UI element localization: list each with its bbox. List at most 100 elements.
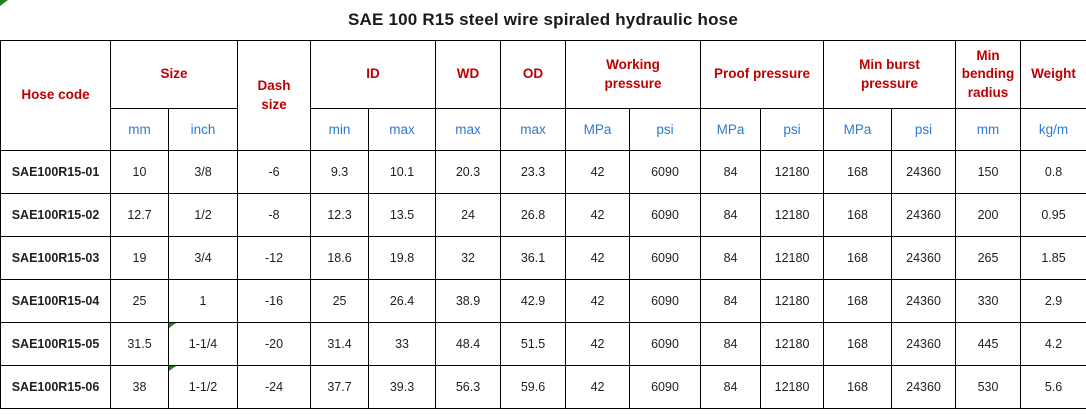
value-cell: 13.5	[368, 193, 437, 237]
page-title: SAE 100 R15 steel wire spiraled hydrauli…	[348, 10, 738, 29]
value-cell: 9.3	[310, 150, 370, 194]
value-text: 1-1/4	[188, 337, 218, 351]
value-cell: 1/2	[167, 193, 239, 237]
value-cell: 3/4	[167, 236, 239, 280]
value-cell: 10.1	[368, 150, 437, 194]
value-cell: 5.6	[1020, 365, 1086, 409]
header-working-pressure: Working pressure	[565, 40, 702, 109]
value-cell: 2.9	[1020, 279, 1086, 323]
value-cell: -16	[237, 279, 312, 323]
value-cell: 0.8	[1020, 150, 1086, 194]
value-cell: 25	[110, 279, 169, 323]
unit-working-mpa: MPa	[565, 108, 631, 151]
header-size: Size	[109, 40, 239, 109]
value-cell: 42	[565, 150, 631, 194]
value-cell: 31.4	[310, 322, 370, 366]
value-text: 1-1/2	[188, 380, 218, 394]
value-cell: 38.9	[435, 279, 502, 323]
value-cell: 168	[823, 193, 893, 237]
value-cell: 12.7	[110, 193, 169, 237]
value-cell: 84	[700, 193, 762, 237]
value-cell: 24	[435, 193, 502, 237]
value-cell: 84	[700, 236, 762, 280]
value-cell: 24360	[891, 236, 957, 280]
value-cell: 4.2	[1020, 322, 1086, 366]
value-cell: 25	[310, 279, 370, 323]
hose-code-cell: SAE100R15-02	[0, 193, 111, 237]
cell-flag-triangle-icon	[169, 366, 176, 371]
value-cell: 168	[823, 365, 893, 409]
header-wd: WD	[435, 40, 502, 109]
group-header-row: Hose code Size Dash size ID WD OD Workin…	[0, 40, 1086, 151]
value-cell: 48.4	[435, 322, 502, 366]
value-cell: -12	[237, 236, 312, 280]
value-cell: 265	[955, 236, 1022, 280]
header-od: OD	[500, 40, 567, 109]
unit-proof-mpa: MPa	[700, 108, 762, 151]
unit-proof-psi: psi	[760, 108, 825, 151]
header-min-bending-radius: Min bending radius	[955, 40, 1022, 109]
value-cell: 32	[435, 236, 502, 280]
hose-code-cell: SAE100R15-05	[0, 322, 111, 366]
unit-burst-psi: psi	[891, 108, 957, 151]
value-cell: 24360	[891, 365, 957, 409]
spec-row: SAE100R15-05 31.5 1-1/4 -20 31.4 33 48.4…	[0, 322, 1086, 366]
green-corner-mark-icon	[0, 0, 8, 6]
value-cell: 12180	[760, 236, 825, 280]
value-cell: 42	[565, 193, 631, 237]
value-cell: 150	[955, 150, 1022, 194]
spec-row: SAE100R15-03 19 3/4 -12 18.6 19.8 32 36.…	[0, 236, 1086, 280]
value-cell: 6090	[629, 322, 702, 366]
unit-id-min: min	[310, 108, 370, 151]
value-cell: 42	[565, 365, 631, 409]
value-cell: 84	[700, 150, 762, 194]
value-cell: 20.3	[435, 150, 502, 194]
hose-code-cell: SAE100R15-03	[0, 236, 111, 280]
value-cell: 1	[167, 279, 239, 323]
value-cell: 6090	[629, 150, 702, 194]
spec-row: SAE100R15-01 10 3/8 -6 9.3 10.1 20.3 23.…	[0, 150, 1086, 194]
unit-header-row: mm inch min max max max MPa psi MPa psi …	[1, 108, 1086, 151]
value-cell: 200	[955, 193, 1022, 237]
value-cell: 24360	[891, 279, 957, 323]
header-dash-size: Dash size	[237, 40, 312, 151]
value-cell: 33	[368, 322, 437, 366]
value-cell: 0.95	[1020, 193, 1086, 237]
value-cell: 19	[110, 236, 169, 280]
value-cell: 31.5	[110, 322, 169, 366]
hose-code-cell: SAE100R15-01	[0, 150, 111, 194]
value-cell: 1-1/4	[167, 322, 239, 366]
value-cell: 1.85	[1020, 236, 1086, 280]
value-cell: 36.1	[500, 236, 567, 280]
value-cell: 168	[823, 150, 893, 194]
unit-bending-mm: mm	[955, 108, 1022, 151]
value-cell: 24360	[891, 150, 957, 194]
value-cell: -6	[237, 150, 312, 194]
value-cell: 6090	[629, 193, 702, 237]
hose-code-cell: SAE100R15-04	[0, 279, 111, 323]
header-proof-pressure: Proof pressure	[700, 40, 825, 109]
value-cell: 56.3	[435, 365, 502, 409]
value-cell: 168	[823, 322, 893, 366]
unit-id-max: max	[368, 108, 437, 151]
header-min-burst-pressure: Min burst pressure	[823, 40, 957, 109]
spec-row: SAE100R15-06 38 1-1/2 -24 37.7 39.3 56.3…	[0, 365, 1086, 409]
unit-working-psi: psi	[629, 108, 702, 151]
value-cell: 12180	[760, 322, 825, 366]
unit-weight-kgm: kg/m	[1020, 108, 1086, 151]
value-cell: 1-1/2	[167, 365, 239, 409]
value-cell: 12.3	[310, 193, 370, 237]
value-cell: 530	[955, 365, 1022, 409]
value-cell: 3/8	[167, 150, 239, 194]
value-cell: 19.8	[368, 236, 437, 280]
value-cell: 12180	[760, 365, 825, 409]
value-cell: 26.8	[500, 193, 567, 237]
value-cell: 445	[955, 322, 1022, 366]
header-id: ID	[310, 40, 437, 109]
value-cell: 39.3	[368, 365, 437, 409]
header-hose-code: Hose code	[0, 40, 111, 151]
value-cell: 26.4	[368, 279, 437, 323]
value-cell: 12180	[760, 279, 825, 323]
value-cell: 6090	[629, 279, 702, 323]
